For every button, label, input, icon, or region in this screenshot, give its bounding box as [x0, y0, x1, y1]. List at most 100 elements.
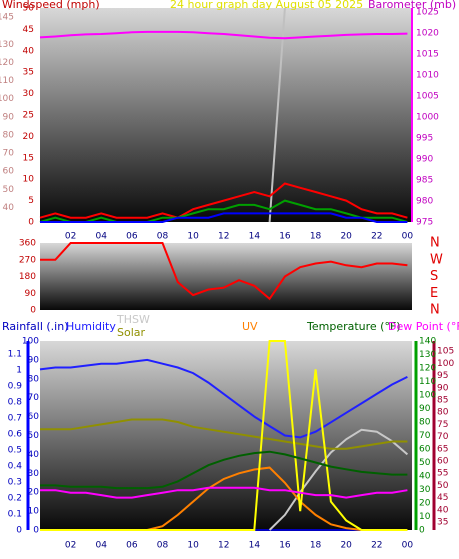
y3-tick-label: 110 — [419, 377, 436, 387]
y4-tick-label: 60 — [437, 456, 449, 466]
y3-tick-label: 130 — [0, 40, 14, 50]
y4-tick-label: 65 — [437, 444, 448, 454]
y3-tick-label: 100 — [419, 391, 436, 401]
y2-tick-label: 1020 — [416, 29, 439, 39]
x-tick-label: 10 — [187, 541, 199, 551]
y4-tick-label: 75 — [437, 420, 448, 430]
y-tick-label: 50 — [23, 4, 35, 14]
y3-tick-label: 80 — [3, 130, 15, 140]
series-line — [39, 358, 408, 439]
x-tick-label: 06 — [126, 232, 138, 242]
y-tick-label: 1 — [16, 365, 22, 375]
y-tick-label: 40 — [23, 46, 35, 56]
y-tick-label: 0.4 — [8, 461, 23, 471]
y2-tick-label: 30 — [28, 469, 40, 479]
x-tick-label: 02 — [65, 541, 76, 551]
y-tick-label: 15 — [23, 153, 34, 163]
legend-label: Solar — [117, 326, 146, 339]
x-tick-label: 02 — [65, 232, 76, 242]
series-line — [39, 30, 408, 40]
y-tick-label: 35 — [23, 68, 34, 78]
y-tick-label: 10 — [23, 175, 35, 185]
series-line — [40, 450, 408, 490]
y-tick-label: 0.2 — [8, 493, 22, 503]
y2-tick-label: N — [430, 303, 440, 318]
y3-tick-label: 70 — [3, 149, 15, 159]
y3-tick-label: 50 — [3, 185, 15, 195]
x-tick-label: 08 — [157, 541, 169, 551]
x-tick-label: 12 — [218, 232, 229, 242]
y4-tick-label: 55 — [437, 469, 448, 479]
y2-tick-label: 975 — [416, 218, 433, 228]
x-tick-label: 16 — [279, 541, 291, 551]
y-tick-label: 0 — [16, 526, 22, 536]
x-tick-label: 08 — [157, 232, 169, 242]
y2-tick-label: 1025 — [416, 8, 439, 18]
y2-tick-label: 1000 — [416, 113, 439, 123]
y4-tick-label: 35 — [437, 517, 448, 527]
y3-tick-label: 40 — [3, 203, 15, 213]
y-tick-label: 180 — [19, 272, 36, 282]
y3-tick-label: 80 — [419, 418, 431, 428]
y3-tick-label: 40 — [419, 472, 431, 482]
y2-tick-label: 985 — [416, 176, 433, 186]
legend-label: Rainfall (.in) — [2, 320, 69, 333]
x-tick-label: 04 — [96, 541, 108, 551]
y3-tick-label: 60 — [3, 167, 15, 177]
y4-tick-label: 80 — [437, 408, 449, 418]
plot-area — [40, 8, 412, 222]
series-line — [39, 182, 408, 219]
y-tick-label: 0.9 — [8, 381, 23, 391]
y-tick-label: 0.8 — [8, 397, 23, 407]
y-tick-label: 25 — [23, 111, 34, 121]
y3-tick-label: 120 — [419, 364, 436, 374]
y3-tick-label: 145 — [0, 13, 14, 23]
y3-tick-label: 140 — [419, 337, 436, 347]
y3-tick-label: 30 — [419, 485, 431, 495]
y-tick-label: 1.1 — [8, 349, 22, 359]
x-tick-label: 18 — [310, 541, 322, 551]
x-tick-label: 00 — [402, 541, 414, 551]
legend-label: Temperature (°F) — [306, 320, 401, 333]
series-line — [40, 212, 408, 223]
y3-tick-label: 70 — [419, 431, 431, 441]
y2-tick-label: 995 — [416, 134, 433, 144]
x-tick-label: 16 — [279, 232, 291, 242]
y2-tick-label: 980 — [416, 197, 433, 207]
legend-label: UV — [242, 320, 258, 333]
y-tick-label: 30 — [23, 89, 35, 99]
y2-tick-label: 60 — [28, 412, 40, 422]
series-line — [40, 486, 408, 499]
y2-tick-label: 990 — [416, 155, 433, 165]
y3-tick-label: 100 — [0, 94, 14, 104]
y-tick-label: 0.3 — [8, 477, 22, 487]
y4-tick-label: 85 — [437, 396, 448, 406]
x-tick-label: 00 — [402, 232, 414, 242]
chart-title: 24 hour graph day August 05 2025 — [170, 0, 363, 11]
y2-tick-label: 20 — [28, 488, 40, 498]
y-axis-label: Windspeed (mph) — [2, 0, 100, 11]
x-tick-label: 20 — [340, 541, 352, 551]
y2-tick-label: 80 — [28, 374, 40, 384]
y4-tick-label: 95 — [437, 371, 448, 381]
legend-label: Dew Point (°F) — [388, 320, 459, 333]
y4-tick-label: 40 — [437, 505, 449, 515]
y-tick-label: 0.1 — [8, 509, 22, 519]
series-line — [268, 428, 409, 531]
y3-tick-label: 0 — [419, 526, 425, 536]
y4-tick-label: 70 — [437, 432, 449, 442]
x-tick-label: 14 — [249, 541, 261, 551]
y4-tick-label: 100 — [437, 359, 454, 369]
y2-tick-label: 0 — [33, 526, 39, 536]
x-tick-label: 20 — [340, 232, 352, 242]
y-tick-label: 0.6 — [8, 429, 23, 439]
y2-tick-label: 90 — [28, 355, 40, 365]
legend-label: THSW — [116, 313, 150, 326]
y2-tick-label: 10 — [28, 507, 40, 517]
y2-tick-label: E — [430, 286, 438, 301]
x-tick-label: 04 — [96, 232, 108, 242]
x-tick-label: 12 — [218, 541, 229, 551]
y2-tick-label: 70 — [28, 393, 40, 403]
series-line — [39, 199, 408, 223]
